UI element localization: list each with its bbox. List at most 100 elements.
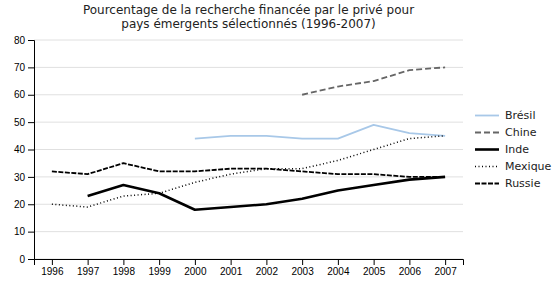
- x-tick-mark: [159, 259, 160, 265]
- y-tick-mark: [28, 232, 34, 233]
- x-tick-label: 1998: [113, 266, 136, 277]
- x-tick: 2006: [399, 259, 422, 277]
- series-line: [88, 177, 446, 210]
- x-tick: 1997: [77, 259, 100, 277]
- y-axis: 0 10 20 30 40 50 60 70 80: [14, 35, 35, 265]
- x-tick: 2003: [292, 259, 315, 277]
- series-line: [52, 136, 445, 207]
- x-tick-label: 2006: [399, 266, 422, 277]
- y-tick: 20: [14, 199, 34, 210]
- grid-line: [34, 176, 463, 177]
- x-tick-mark: [231, 259, 232, 265]
- grid-line: [34, 67, 463, 68]
- plot-area: 1996199719981999200020012002200320042005…: [14, 35, 464, 277]
- x-tick-mark: [195, 259, 196, 265]
- y-tick-mark: [28, 259, 34, 260]
- y-tick-label: 0: [19, 254, 25, 265]
- title-line: Pourcentage de la recherche financée par…: [83, 3, 414, 17]
- y-tick-label: 40: [14, 144, 26, 155]
- legend-label: Inde: [505, 143, 529, 156]
- legend-item: Inde: [475, 143, 529, 156]
- series-line: [195, 125, 445, 139]
- y-tick-mark: [28, 95, 34, 96]
- x-tick-label: 2003: [292, 266, 315, 277]
- legend-item: Mexique: [475, 160, 552, 173]
- grid-line: [34, 94, 463, 95]
- grid: [34, 40, 463, 259]
- y-tick: 50: [14, 117, 34, 128]
- y-tick-label: 20: [14, 199, 26, 210]
- y-tick-mark: [28, 204, 34, 205]
- x-tick: 2007: [435, 259, 458, 277]
- x-tick: 2001: [220, 259, 243, 277]
- legend-swatch: [475, 132, 499, 134]
- series-line: [52, 163, 445, 177]
- y-axis-line: [28, 41, 35, 260]
- title-line: pays émergents sélectionnés (1996-2007): [121, 17, 375, 31]
- x-tick-mark: [266, 259, 267, 265]
- x-tick-mark: [302, 259, 303, 265]
- x-tick: 2004: [327, 259, 350, 277]
- y-tick: 70: [14, 62, 34, 73]
- x-tick: 2000: [184, 259, 207, 277]
- x-tick-label: 2000: [184, 266, 207, 277]
- x-tick-label: 1996: [41, 266, 64, 277]
- y-tick-mark: [28, 122, 34, 123]
- legend-item: Russie: [475, 177, 541, 190]
- x-tick-mark: [88, 259, 89, 265]
- x-tick-label: 2007: [435, 266, 458, 277]
- legend-label: Chine: [505, 126, 537, 139]
- y-tick-label: 30: [14, 172, 26, 183]
- x-tick: 1996: [41, 259, 64, 277]
- y-tick: 0: [19, 254, 34, 265]
- chart: 1996199719981999200020012002200320042005…: [0, 0, 555, 283]
- x-tick-label: 2005: [363, 266, 386, 277]
- legend-item: Brésil: [475, 109, 535, 122]
- y-tick: 30: [14, 172, 34, 183]
- y-tick-mark: [28, 150, 34, 151]
- x-tick: 2005: [363, 259, 386, 277]
- y-tick-mark: [28, 40, 34, 41]
- y-tick-label: 80: [14, 35, 26, 46]
- x-axis-line: [35, 260, 464, 266]
- x-tick-label: 2004: [327, 266, 350, 277]
- x-tick-mark: [338, 259, 339, 265]
- x-tick-mark: [445, 259, 446, 265]
- grid-line: [34, 122, 463, 123]
- x-tick-label: 2002: [256, 266, 279, 277]
- y-tick-label: 10: [14, 226, 26, 237]
- legend: Brésil Chine Inde Mexique Russie: [475, 109, 552, 190]
- legend-swatch: [475, 115, 499, 117]
- legend-label: Russie: [505, 177, 541, 190]
- lines: [52, 67, 445, 209]
- grid-line: [34, 40, 463, 41]
- x-tick-mark: [409, 259, 410, 265]
- y-tick: 40: [14, 144, 34, 155]
- y-tick-mark: [28, 177, 34, 178]
- legend-swatch: [475, 166, 499, 168]
- series-line: [302, 67, 445, 94]
- x-tick: 1999: [149, 259, 172, 277]
- y-tick: 10: [14, 226, 34, 237]
- legend-swatch: [475, 148, 499, 151]
- x-tick-label: 1997: [77, 266, 100, 277]
- x-tick-mark: [123, 259, 124, 265]
- y-tick: 80: [14, 35, 34, 46]
- legend-label: Brésil: [505, 109, 535, 122]
- x-tick-mark: [52, 259, 53, 265]
- y-tick-label: 70: [14, 62, 26, 73]
- y-tick: 60: [14, 89, 34, 100]
- y-tick-label: 60: [14, 89, 26, 100]
- y-tick-label: 50: [14, 117, 26, 128]
- x-tick-label: 1999: [149, 266, 172, 277]
- x-axis: 1996 1997 1998 1999 2000 2001 2002 2003 2004 2005…: [35, 259, 464, 277]
- x-tick: 1998: [113, 259, 136, 277]
- y-tick-mark: [28, 67, 34, 68]
- legend-label: Mexique: [505, 160, 552, 173]
- grid-line: [34, 231, 463, 232]
- grid-line: [34, 149, 463, 150]
- x-tick-label: 2001: [220, 266, 243, 277]
- legend-item: Chine: [475, 126, 537, 139]
- title: Pourcentage de la recherche financée par…: [83, 3, 414, 31]
- legend-swatch: [475, 183, 499, 185]
